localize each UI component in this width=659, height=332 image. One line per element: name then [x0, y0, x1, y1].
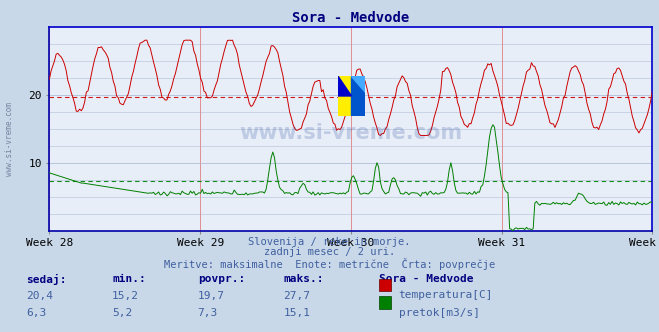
- Text: povpr.:: povpr.:: [198, 274, 245, 284]
- Text: 15,1: 15,1: [283, 308, 310, 318]
- Text: 20,4: 20,4: [26, 290, 53, 300]
- Title: Sora - Medvode: Sora - Medvode: [293, 11, 409, 25]
- Text: Slovenija / reke in morje.: Slovenija / reke in morje.: [248, 237, 411, 247]
- Text: maks.:: maks.:: [283, 274, 324, 284]
- Bar: [337, 76, 351, 117]
- Polygon shape: [351, 76, 365, 92]
- Text: pretok[m3/s]: pretok[m3/s]: [399, 308, 480, 318]
- Bar: [351, 76, 365, 117]
- Text: 5,2: 5,2: [112, 308, 132, 318]
- Polygon shape: [337, 76, 351, 96]
- Text: Sora - Medvode: Sora - Medvode: [379, 274, 473, 284]
- Text: www.si-vreme.com: www.si-vreme.com: [5, 103, 14, 176]
- Text: min.:: min.:: [112, 274, 146, 284]
- Text: 19,7: 19,7: [198, 290, 225, 300]
- Text: 15,2: 15,2: [112, 290, 139, 300]
- Text: Meritve: maksimalne  Enote: metrične  Črta: povprečje: Meritve: maksimalne Enote: metrične Črta…: [164, 258, 495, 270]
- Text: 27,7: 27,7: [283, 290, 310, 300]
- Text: zadnji mesec / 2 uri.: zadnji mesec / 2 uri.: [264, 247, 395, 257]
- Text: temperatura[C]: temperatura[C]: [399, 290, 493, 300]
- Text: 6,3: 6,3: [26, 308, 47, 318]
- Text: www.si-vreme.com: www.si-vreme.com: [239, 123, 463, 143]
- Text: sedaj:: sedaj:: [26, 274, 67, 285]
- Text: 7,3: 7,3: [198, 308, 218, 318]
